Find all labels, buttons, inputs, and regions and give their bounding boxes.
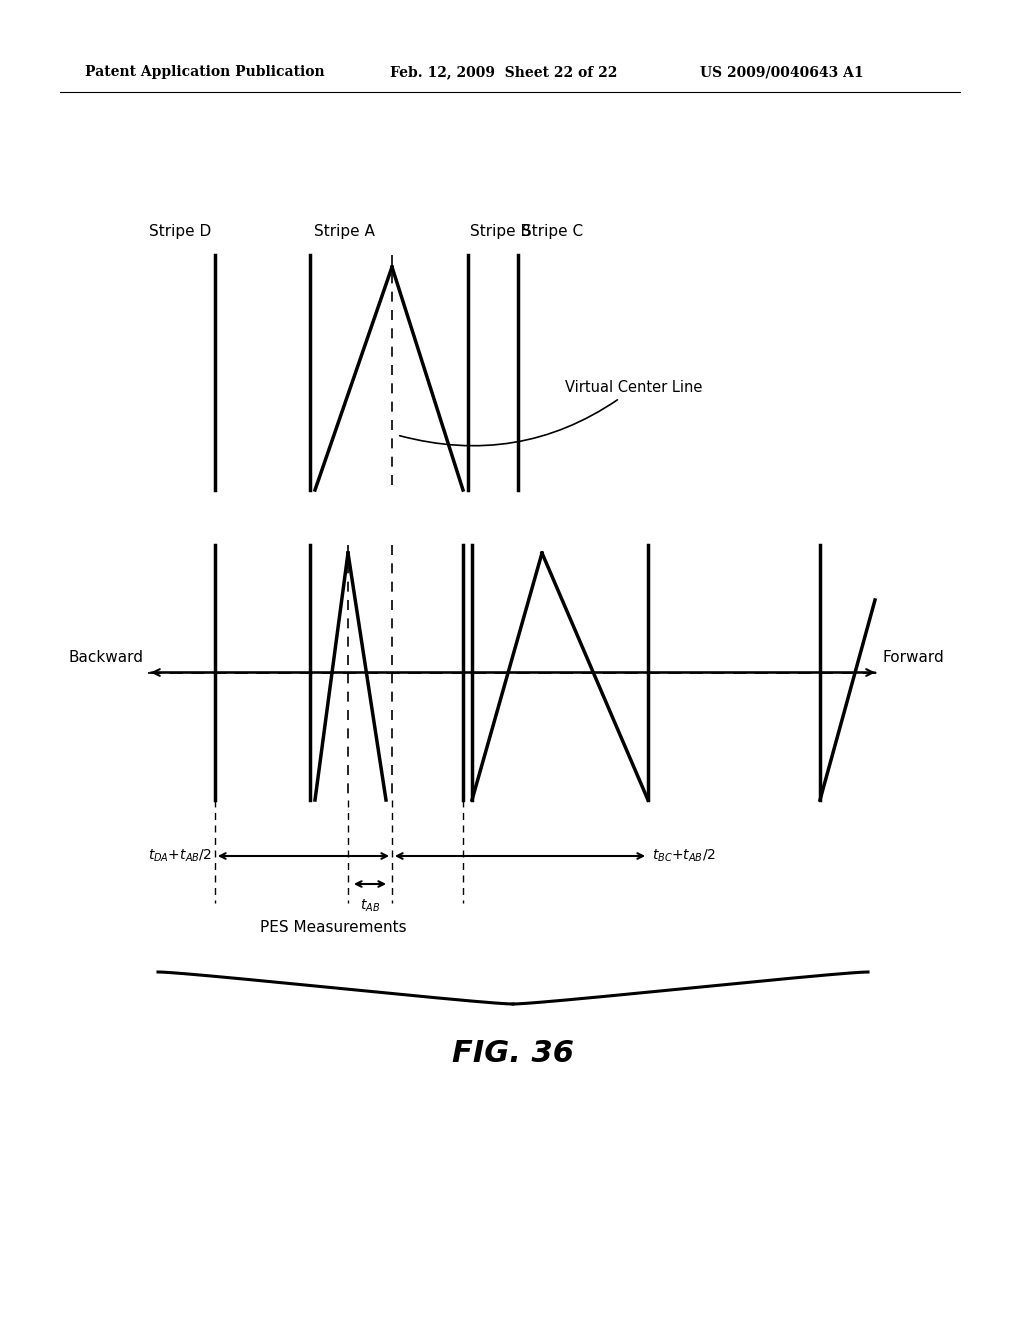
Text: $t_{AB}$: $t_{AB}$ [359, 898, 380, 915]
Text: Backward: Backward [69, 649, 144, 664]
Text: Virtual Center Line: Virtual Center Line [399, 380, 702, 446]
Text: Feb. 12, 2009  Sheet 22 of 22: Feb. 12, 2009 Sheet 22 of 22 [390, 65, 617, 79]
Text: FIG. 36: FIG. 36 [452, 1039, 574, 1068]
Text: US 2009/0040643 A1: US 2009/0040643 A1 [700, 65, 863, 79]
Text: Stripe D: Stripe D [148, 224, 211, 239]
Text: Stripe C: Stripe C [522, 224, 583, 239]
Text: Forward: Forward [882, 649, 944, 664]
Text: Stripe A: Stripe A [314, 224, 375, 239]
Text: $t_{DA}$+$t_{AB}$/2: $t_{DA}$+$t_{AB}$/2 [147, 847, 212, 865]
Text: $t_{BC}$+$t_{AB}$/2: $t_{BC}$+$t_{AB}$/2 [652, 847, 716, 865]
Text: PES Measurements: PES Measurements [260, 920, 407, 935]
Text: Patent Application Publication: Patent Application Publication [85, 65, 325, 79]
Text: Stripe B: Stripe B [470, 224, 531, 239]
